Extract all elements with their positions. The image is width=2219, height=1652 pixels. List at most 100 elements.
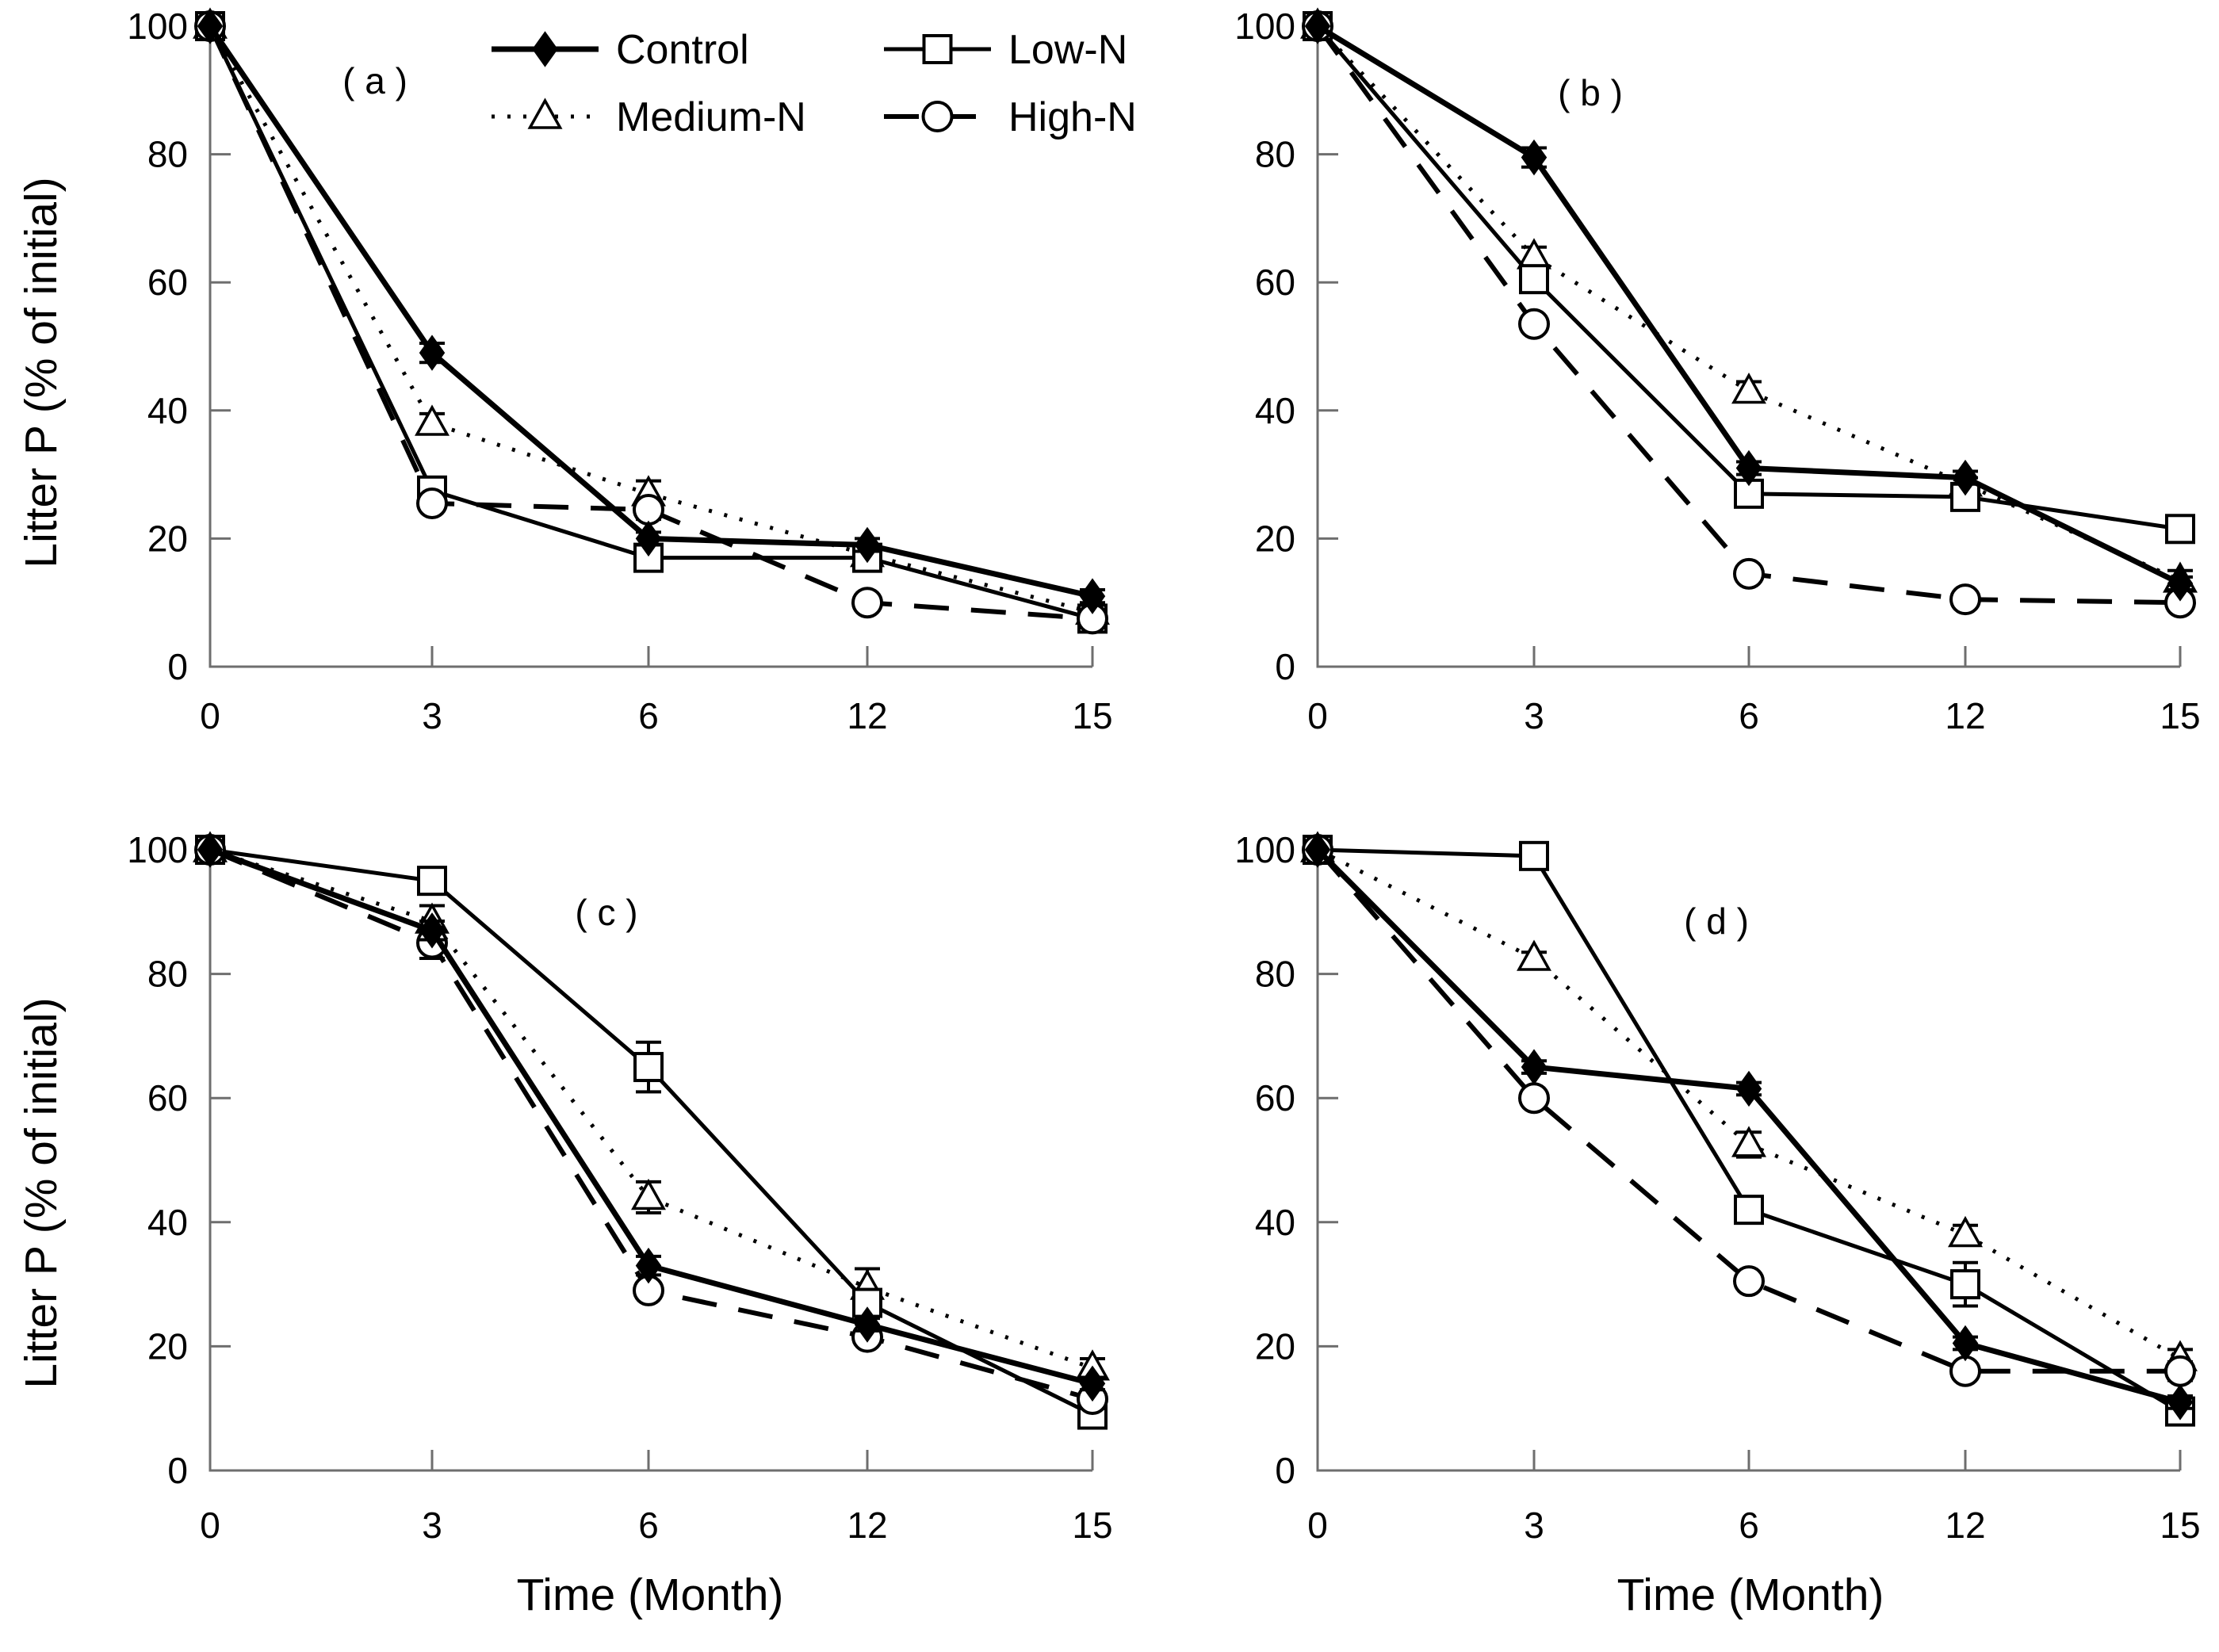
open-triangle-icon [1948,1215,1983,1248]
y-tick-label: 0 [167,1450,188,1491]
y-tick-label: 100 [127,6,188,47]
filled-diamond-icon [2167,1384,2194,1421]
series-control [1304,832,2194,1421]
open-triangle-icon [1517,939,1551,971]
legend: Control Low-N Medium-N High-N [492,27,1137,140]
y-tick-label: 80 [1255,134,1295,175]
filled-diamond-icon [419,335,446,371]
panel-b: 0 20 40 60 80 100 0 3 6 12 15 ( b ) [1234,6,2200,736]
open-circle-icon [851,587,883,619]
y-tick-label: 60 [1255,262,1295,303]
series-high-n [1302,834,2196,1387]
y-tick-label: 20 [147,518,188,559]
filled-diamond-icon [2167,565,2194,602]
open-triangle-icon [1731,1126,1766,1157]
filled-diamond-icon [1304,8,1331,44]
legend-item-medium-n: Medium-N [492,94,806,140]
x-tick-label: 12 [847,1505,887,1546]
x-tick-label: 6 [638,1505,659,1546]
series-line [1315,848,2180,1374]
y-tick-label: 40 [147,1202,188,1243]
open-square-icon [1519,264,1549,295]
open-circle-icon [1949,583,1981,616]
series-high-n [194,834,1108,1415]
open-triangle-icon [415,404,450,436]
y-tick-label: 40 [1255,1202,1295,1243]
panel-label: ( d ) [1684,901,1749,942]
filled-diamond-icon [197,832,224,868]
filled-diamond-icon [1079,1365,1106,1402]
open-square-icon [2165,514,2195,545]
open-circle-icon [921,101,954,132]
open-square-icon [1734,1195,1764,1226]
filled-diamond-icon [1521,1049,1548,1085]
x-tick-label: 15 [2160,695,2200,736]
x-tick-label: 12 [847,695,887,736]
y-tick-label: 100 [127,829,188,870]
x-tick-label: 0 [200,1505,220,1546]
y-tick-label: 60 [147,262,188,303]
panel-a: 0 20 40 60 80 100 0 3 6 12 15 ( a ) [127,6,1112,736]
panel-c: 0 20 40 60 80 100 0 3 6 12 15 ( c ) [127,829,1112,1546]
panel-d: 0 20 40 60 80 100 0 3 6 12 15 ( d ) [1234,829,2200,1546]
x-tick-label: 15 [2160,1505,2200,1546]
series-control [197,832,1106,1402]
filled-diamond-icon [1079,578,1106,614]
x-tick-label: 0 [1307,1505,1328,1546]
x-tick-label: 3 [422,1505,442,1546]
filled-diamond-icon [419,912,446,949]
open-square-icon [1950,1269,1980,1300]
axes: 0 20 40 60 80 100 0 3 6 12 15 [127,6,1112,736]
series-high-n [194,10,1108,635]
filled-diamond-icon [1521,139,1548,176]
open-circle-icon [1733,557,1765,590]
open-triangle-icon [631,1178,666,1210]
filled-diamond-icon [1952,459,1979,496]
open-square-icon [922,34,953,64]
filled-diamond-icon [854,526,881,564]
x-tick-label: 6 [638,695,659,736]
filled-diamond-icon [854,1306,881,1343]
open-triangle-icon [1731,372,1766,404]
series-high-n [1302,10,2196,619]
open-circle-icon [2164,1355,2196,1387]
legend-label: Low-N [1008,27,1127,73]
filled-diamond-icon [635,520,662,557]
y-tick-label: 0 [1275,1450,1295,1491]
filled-diamond-icon [1952,1325,1979,1362]
x-tick-label: 15 [1072,695,1112,736]
x-tick-label: 15 [1072,1505,1112,1546]
axes: 0 20 40 60 80 100 0 3 6 12 15 [1234,6,2200,736]
series-control [1304,8,2194,602]
legend-item-high-n: High-N [884,94,1137,140]
series-line [209,847,1093,1402]
series-line [1316,847,2182,1361]
x-tick-label: 6 [1739,695,1759,736]
open-circle-icon [1518,308,1550,340]
y-tick-label: 0 [1275,646,1295,687]
filled-diamond-icon [1304,832,1331,868]
y-tick-label: 100 [1234,6,1295,47]
filled-diamond-icon [532,31,558,67]
y-tick-label: 80 [147,134,188,175]
x-tick-label: 3 [422,695,442,736]
y-tick-label: 40 [147,390,188,431]
axes: 0 20 40 60 80 100 0 3 6 12 15 [1234,829,2200,1546]
legend-label: High-N [1008,94,1137,140]
x-tick-label: 0 [200,695,220,736]
open-circle-icon [416,487,448,519]
panel-label: ( c ) [575,892,637,933]
open-square-icon [1519,840,1549,871]
legend-item-low-n: Low-N [884,27,1127,73]
x-tick-label: 3 [1524,1505,1544,1546]
y-tick-label: 20 [1255,518,1295,559]
x-tick-label: 12 [1945,1505,1985,1546]
y-tick-label: 20 [1255,1325,1295,1367]
open-square-icon [633,1052,664,1083]
filled-diamond-icon [1735,1070,1762,1107]
open-circle-icon [1733,1265,1765,1298]
y-tick-label: 80 [1255,954,1295,995]
y-tick-label: 40 [1255,390,1295,431]
filled-diamond-icon [635,1247,662,1284]
open-circle-icon [633,494,664,526]
